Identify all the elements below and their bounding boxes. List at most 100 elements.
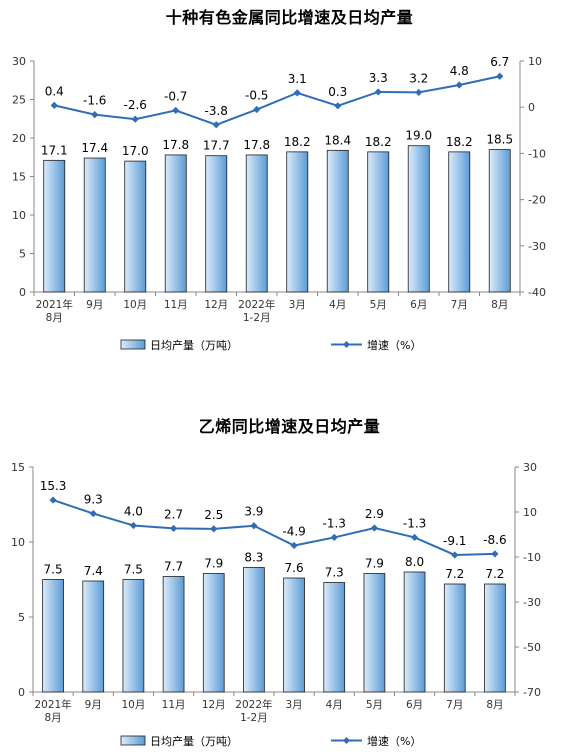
growth-point bbox=[89, 509, 97, 518]
category-label-line: 8月 bbox=[486, 699, 503, 711]
category-label: 6月 bbox=[410, 299, 427, 311]
bar-value-label: 17.4 bbox=[81, 141, 108, 155]
growth-point bbox=[293, 89, 301, 97]
bar-value-label: 8.0 bbox=[405, 555, 424, 569]
bar-value-label: 17.7 bbox=[203, 139, 230, 153]
category-label-line: 8月 bbox=[44, 712, 61, 724]
growth-point bbox=[496, 72, 504, 80]
category-label-line: 2022年 bbox=[238, 298, 275, 311]
chart-svg: 0 5 10 15 -70 -50 -30 -10 10 30 7.5 7.4 7.5 7.7 7.9 8.3… bbox=[11, 461, 541, 748]
category-label: 9月 bbox=[85, 699, 102, 711]
category-label: 2022年 1-2月 bbox=[235, 698, 272, 724]
growth-value-label: 4.0 bbox=[124, 505, 143, 519]
bar bbox=[403, 571, 426, 693]
growth-value-label: 0.3 bbox=[328, 85, 347, 99]
growth-point bbox=[172, 106, 180, 115]
bar bbox=[82, 580, 105, 693]
growth-point bbox=[91, 110, 99, 119]
bar bbox=[162, 576, 185, 693]
bar-value-label: 17.8 bbox=[162, 138, 189, 152]
growth-point bbox=[491, 550, 499, 558]
growth-value-label: 4.8 bbox=[450, 64, 469, 78]
bar-value-label: 7.3 bbox=[325, 566, 344, 580]
category-label-line: 3月 bbox=[289, 299, 306, 311]
right-tick-label: -70 bbox=[523, 686, 541, 699]
category-label-line: 12月 bbox=[204, 299, 228, 311]
category-label-line: 3月 bbox=[285, 699, 302, 711]
bar bbox=[407, 145, 430, 293]
chart-title: 十种有色金属同比增速及日均产量 bbox=[165, 8, 414, 27]
category-label: 10月 bbox=[123, 299, 147, 311]
category-label-line: 12月 bbox=[202, 699, 226, 711]
growth-point bbox=[49, 496, 57, 504]
growth-point bbox=[250, 522, 258, 530]
category-label-line: 7月 bbox=[451, 299, 468, 311]
growth-point bbox=[330, 533, 338, 542]
growth-point bbox=[131, 115, 139, 123]
bar bbox=[484, 583, 506, 693]
category-label: 4月 bbox=[329, 299, 346, 311]
right-tick-label: 10 bbox=[523, 506, 537, 519]
growth-point bbox=[50, 101, 58, 109]
right-tick-label: -10 bbox=[523, 551, 541, 564]
growth-point bbox=[253, 105, 261, 114]
chart-ethylene: 乙烯同比增速及日均产量 0 5 10 15 -70 -50 -30 -10 10 30 7.5 7.4… bbox=[0, 395, 579, 754]
category-label: 7月 bbox=[446, 699, 463, 711]
growth-value-label: 3.2 bbox=[409, 71, 428, 85]
legend-bar-label: 日均产量（万吨） bbox=[150, 338, 238, 352]
category-label-line: 5月 bbox=[370, 299, 387, 311]
growth-point bbox=[451, 551, 459, 559]
legend-bar-label: 日均产量（万吨） bbox=[150, 734, 238, 748]
category-label-line: 8月 bbox=[46, 312, 63, 324]
growth-point bbox=[374, 88, 382, 96]
growth-point bbox=[410, 533, 419, 542]
bar-value-label: 17.1 bbox=[41, 143, 68, 157]
category-label-line: 2022年 bbox=[235, 698, 272, 711]
growth-value-label: -0.5 bbox=[245, 89, 268, 103]
growth-value-label: -1.3 bbox=[403, 516, 426, 530]
bar-value-label: 7.2 bbox=[445, 567, 464, 581]
growth-value-label: -1.3 bbox=[323, 516, 346, 530]
bar-value-label: 7.9 bbox=[204, 557, 223, 571]
growth-point bbox=[370, 524, 379, 532]
bar-value-label: 19.0 bbox=[405, 129, 432, 143]
category-label-line: 2021年 bbox=[34, 698, 71, 711]
legend-bar-swatch bbox=[120, 339, 146, 350]
growth-point bbox=[212, 121, 220, 129]
category-label: 2022年 1-2月 bbox=[238, 298, 275, 324]
category-label-line: 6月 bbox=[406, 699, 423, 711]
bar bbox=[205, 155, 228, 293]
right-tick-label: 0 bbox=[528, 101, 535, 114]
growth-point bbox=[210, 525, 218, 533]
bar-value-label: 18.5 bbox=[486, 133, 513, 147]
category-label-line: 1-2月 bbox=[240, 712, 268, 724]
chart-svg: 0 5 10 15 20 25 30 -40 -30 -20 -10 0 10 17.1 17.4 17.0 1… bbox=[12, 55, 546, 352]
bar bbox=[245, 154, 268, 293]
growth-value-label: 3.9 bbox=[244, 505, 263, 519]
growth-value-label: -3.8 bbox=[205, 104, 228, 118]
left-tick-label: 15 bbox=[11, 461, 25, 474]
category-label: 11月 bbox=[164, 299, 188, 311]
growth-value-label: 3.3 bbox=[369, 71, 388, 85]
legend-line-label: 增速（%） bbox=[367, 734, 421, 748]
bar-value-label: 7.5 bbox=[124, 563, 143, 577]
bar-value-label: 18.2 bbox=[365, 135, 392, 149]
bar bbox=[243, 567, 265, 693]
right-tick-label: 10 bbox=[528, 55, 542, 68]
category-label: 7月 bbox=[451, 299, 468, 311]
bar bbox=[448, 151, 471, 293]
category-label-line: 4月 bbox=[329, 299, 346, 311]
category-label-line: 7月 bbox=[446, 699, 463, 711]
bar bbox=[122, 579, 145, 693]
bar-value-label: 17.0 bbox=[122, 144, 149, 158]
growth-line bbox=[54, 75, 500, 126]
bar bbox=[363, 573, 386, 693]
growth-point bbox=[290, 541, 298, 550]
left-tick-label: 0 bbox=[19, 286, 26, 299]
legend-line-label: 增速（%） bbox=[367, 338, 421, 352]
bar bbox=[443, 583, 466, 693]
bar-value-label: 17.8 bbox=[243, 138, 270, 152]
legend-bar-swatch bbox=[120, 735, 146, 746]
category-label: 5月 bbox=[370, 299, 387, 311]
growth-value-label: -4.9 bbox=[282, 525, 305, 539]
